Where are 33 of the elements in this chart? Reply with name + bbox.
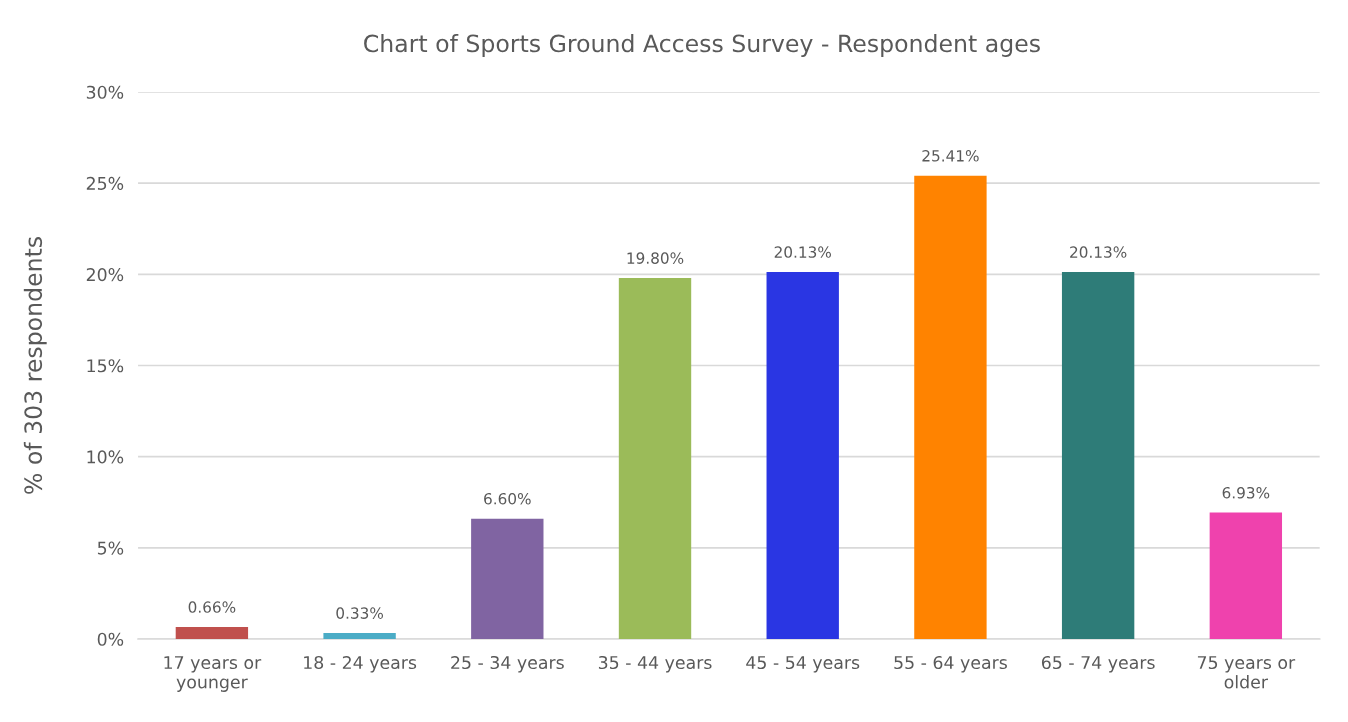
data-label: 20.13% [1070,246,1127,258]
x-tick-label: 17 years or younger [164,656,262,692]
bar [471,518,544,639]
data-label: 6.93% [1222,486,1270,499]
y-tick-label: 25% [86,176,124,190]
bar [323,632,396,639]
data-label: 19.80% [627,252,684,264]
x-tick-label: 18 - 24 years [304,655,417,673]
x-tick-label: 35 - 44 years [598,655,712,673]
y-tick-label: 10% [87,450,124,464]
bar [175,626,249,639]
y-tick-label: 20% [86,268,124,282]
x-tick-label: 45 - 54 years [746,656,860,673]
data-label: 20.13% [774,246,831,258]
y-tick-label: 30% [86,85,124,99]
bar [914,175,987,639]
y-axis-title: % of 303 respondents [23,237,47,494]
y-tick-label: 5% [97,541,124,555]
x-tick-label: 55 - 64 years [894,655,1007,673]
data-label: 0.66% [188,601,236,613]
bar [1061,271,1135,639]
data-label: 6.60% [484,493,531,505]
y-tick-label: 0% [97,632,124,646]
bar [766,271,839,639]
data-label: 0.33% [336,607,384,619]
x-tick-label: 25 - 34 years [451,655,564,673]
y-tick-label: 15% [87,359,124,373]
chart-title: Chart of Sports Ground Access Survey - Respondent ages [364,34,1040,57]
x-tick-label: 75 years or older [1197,656,1296,689]
bar [1209,512,1283,639]
data-label: 25.41% [922,150,979,162]
bar [618,277,692,639]
x-tick-label: 65 - 74 years [1041,655,1155,673]
